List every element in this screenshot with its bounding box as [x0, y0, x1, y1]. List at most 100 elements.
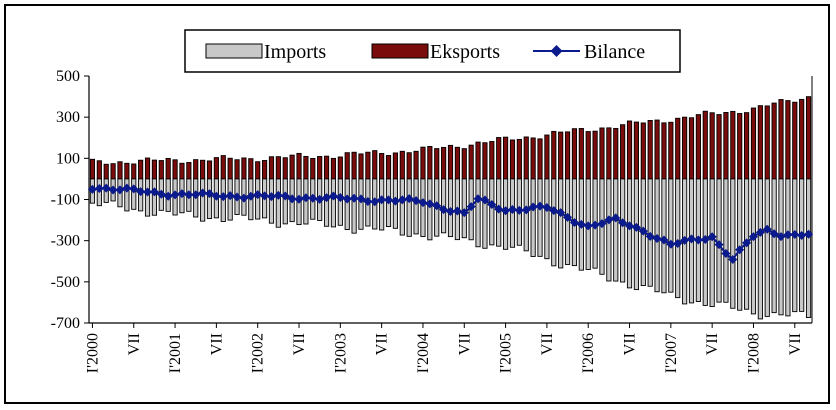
exports-bar — [744, 112, 750, 180]
exports-bar — [716, 114, 722, 180]
bilance-point — [755, 227, 765, 237]
exports-bar — [730, 110, 736, 180]
bilance-point — [384, 195, 394, 205]
x-tick-label: I'2007 — [663, 333, 680, 373]
bilance-point — [473, 194, 483, 204]
bilance-point — [377, 195, 387, 205]
imports-bar — [124, 178, 130, 212]
bilance-point — [528, 202, 538, 212]
exports-bar — [647, 120, 653, 180]
bilance-point — [177, 189, 187, 199]
bilance-point — [198, 188, 208, 198]
bilance-point — [597, 219, 607, 229]
exports-bar — [750, 107, 757, 180]
bilance-point — [494, 204, 504, 214]
imports-bar — [206, 178, 213, 219]
bilance-point — [604, 215, 614, 225]
exports-bar — [262, 160, 268, 180]
imports-bar — [558, 178, 564, 269]
imports-bar — [275, 178, 281, 228]
exports-bar — [778, 99, 784, 180]
imports-bar — [737, 178, 743, 311]
exports-bar — [275, 156, 281, 180]
imports-bar — [606, 178, 612, 282]
bilance-point — [714, 240, 724, 250]
x-tick-label: I'2001 — [167, 333, 184, 373]
imports-bar — [723, 178, 729, 303]
exports-bar — [709, 112, 715, 180]
bilance-point — [687, 234, 696, 244]
bilance-point — [535, 201, 545, 211]
exports-bar — [702, 110, 708, 180]
imports-bar — [771, 178, 777, 314]
bilance-point — [363, 196, 373, 206]
exports-bar — [413, 150, 419, 180]
exports-bar — [420, 146, 426, 180]
exports-bar — [606, 127, 612, 180]
exports-bar — [227, 157, 233, 180]
x-tick-label: VII — [622, 333, 639, 355]
y-tick-label: -100 — [51, 192, 80, 209]
bilance-point — [748, 232, 758, 242]
exports-bar — [385, 155, 392, 180]
exports-bar — [179, 162, 185, 180]
exports-bar — [131, 163, 137, 180]
x-tick-label: I'2005 — [498, 333, 515, 373]
exports-bar — [537, 138, 543, 180]
y-tick-label: 500 — [56, 68, 80, 85]
bilance-point — [700, 234, 710, 244]
bilance-point — [225, 191, 235, 201]
exports-bar — [317, 156, 323, 180]
exports-bar — [661, 122, 667, 180]
bilance-point — [693, 235, 703, 245]
exports-bar — [330, 157, 337, 180]
exports-bar — [241, 157, 247, 180]
bilance-point — [315, 194, 325, 204]
bilance-point — [507, 204, 517, 214]
bilance-point — [645, 231, 655, 241]
imports-bar — [750, 178, 757, 315]
exports-bar — [599, 127, 605, 180]
bilance-point — [390, 196, 400, 206]
bilance-point — [762, 224, 772, 234]
bilance-point — [569, 217, 579, 227]
bilance-point — [549, 206, 559, 216]
exports-bar — [193, 159, 199, 180]
imports-bar — [778, 178, 784, 316]
exports-bar — [172, 159, 178, 180]
exports-bar — [117, 161, 123, 180]
exports-bar — [640, 122, 646, 180]
bilance-point — [163, 191, 173, 201]
imports-bar — [537, 178, 543, 257]
bilance-point — [797, 231, 807, 241]
imports-bar — [151, 178, 157, 216]
bilance-point — [342, 194, 352, 204]
imports-bar — [530, 178, 536, 257]
bilance-point — [239, 193, 249, 203]
exports-bar — [509, 139, 516, 180]
bilance-point — [122, 183, 132, 193]
exports-bar — [682, 116, 688, 180]
imports-bar — [613, 178, 619, 282]
exports-bar — [110, 163, 116, 180]
bilance-point — [273, 190, 283, 200]
x-tick-label: I'2006 — [580, 333, 597, 373]
exports-bar — [296, 152, 302, 180]
bilance-point — [707, 232, 717, 242]
bilance-point — [446, 207, 455, 217]
exports-bar — [785, 100, 791, 180]
bilance-point — [280, 191, 290, 201]
exports-bar — [213, 157, 219, 180]
bilance-point — [680, 235, 690, 245]
bilance-point — [804, 229, 814, 239]
exports-bar — [268, 156, 275, 180]
x-tick-label: I'2000 — [84, 333, 101, 373]
x-tick-label: I'2003 — [332, 333, 349, 373]
exports-bar — [737, 113, 743, 180]
exports-bar — [282, 157, 288, 180]
exports-bar — [688, 117, 695, 180]
imports-bar — [131, 178, 137, 210]
x-tick-label: VII — [374, 333, 391, 355]
bilance-point — [253, 190, 263, 200]
